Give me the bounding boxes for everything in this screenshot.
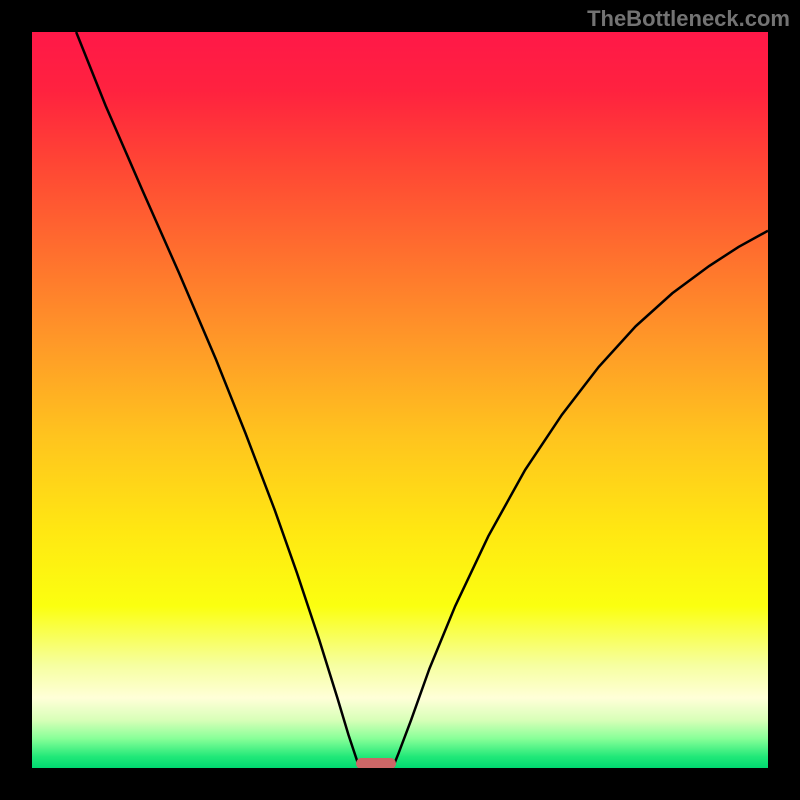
curve-left-branch <box>76 32 359 768</box>
curve-right-branch <box>393 231 768 768</box>
chart-plot-area <box>32 32 768 768</box>
minimum-marker <box>356 758 396 768</box>
watermark-text: TheBottleneck.com <box>587 6 790 32</box>
curve-svg <box>32 32 768 768</box>
